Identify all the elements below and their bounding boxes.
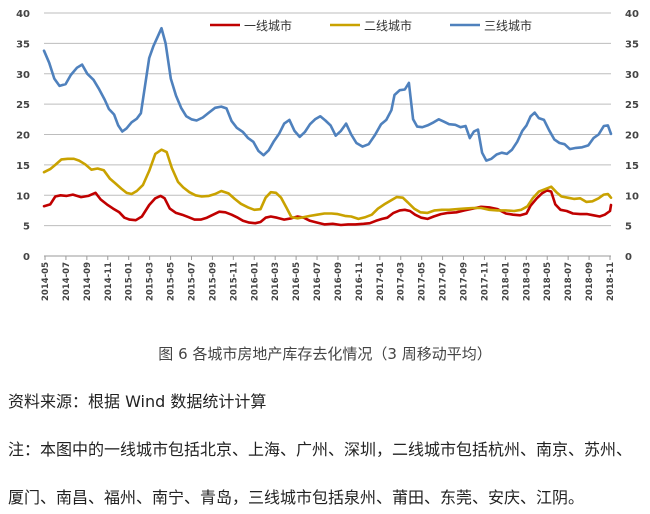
x-tick-label: 2018-09 [585, 262, 595, 301]
x-tick-label: 2018-07 [564, 262, 574, 301]
note-line-2: 厦门、南昌、福州、南宁、青岛，三线城市包括泉州、莆田、东莞、安庆、江阴。 [8, 488, 585, 507]
x-tick-label: 2016-11 [355, 262, 365, 301]
y-tick-label-right: 10 [625, 191, 639, 202]
x-tick-label: 2015-05 [167, 262, 177, 301]
x-tick-label: 2016-01 [250, 262, 260, 301]
x-tick-label: 2015-01 [125, 262, 135, 301]
x-tick-label: 2018-11 [606, 262, 616, 301]
y-tick-label-right: 20 [625, 131, 639, 142]
series-lines [42, 26, 613, 227]
x-tick-label: 2017-09 [460, 262, 470, 301]
series-line-3 [42, 26, 613, 162]
legend-label-2: 二线城市 [364, 18, 412, 33]
x-tick-label: 2018-05 [543, 262, 553, 301]
x-tick-label: 2016-05 [292, 262, 302, 301]
y-tick-label-left: 15 [16, 161, 30, 172]
y-tick-label-left: 30 [16, 70, 30, 81]
legend-label-3: 三线城市 [484, 18, 532, 33]
note-line-1: 注：本图中的一线城市包括北京、上海、广州、深圳，二线城市包括杭州、南京、苏州、 [8, 440, 633, 459]
y-tick-label-right: 40 [625, 9, 639, 20]
y-tick-label-left: 25 [16, 100, 30, 111]
y-tick-label-left: 40 [16, 9, 30, 20]
x-tick-label: 2014-09 [83, 262, 93, 301]
x-axis: 2014-05 2014-07 2014-09 2014-11 2015-01 2015-… [41, 256, 616, 301]
x-tick-label: 2016-03 [271, 262, 281, 301]
y-tick-label-right: 5 [625, 222, 632, 233]
x-tick-label: 2015-07 [187, 262, 197, 301]
x-tick-label: 2017-05 [418, 262, 428, 301]
y-tick-label-left: 5 [23, 222, 30, 233]
x-tick-label: 2014-07 [62, 262, 72, 301]
x-tick-label: 2017-07 [439, 262, 449, 301]
y-tick-label-right: 0 [625, 252, 632, 263]
x-tick-label: 2015-09 [208, 262, 218, 301]
y-tick-label-right: 15 [625, 161, 639, 172]
series-line-1 [42, 189, 613, 227]
y-tick-label-left: 0 [23, 252, 30, 263]
x-tick-label: 2015-11 [229, 262, 239, 301]
figure-caption: 图 6 各城市房地产库存去化情况（3 周移动平均） [158, 345, 492, 363]
y-tick-label-left: 35 [16, 39, 30, 50]
x-tick-label: 2017-01 [376, 262, 386, 301]
x-tick-label: 2017-11 [480, 262, 490, 301]
y-tick-label-right: 35 [625, 39, 639, 50]
series-line-2 [42, 148, 613, 221]
y-axis-left: 0 5 10 15 20 25 30 35 40 [16, 9, 30, 263]
x-tick-label: 2017-03 [397, 262, 407, 301]
x-tick-label: 2016-09 [334, 262, 344, 301]
x-tick-label: 2015-03 [146, 262, 156, 301]
y-tick-label-right: 30 [625, 70, 639, 81]
gridlines [44, 12, 611, 257]
y-axis-right: 0 5 10 15 20 25 30 35 40 [625, 9, 639, 263]
x-tick-label: 2014-11 [104, 262, 114, 301]
x-tick-label: 2018-01 [501, 262, 511, 301]
source-line: 资料来源：根据 Wind 数据统计计算 [8, 392, 267, 411]
y-tick-label-left: 10 [16, 191, 30, 202]
x-tick-label: 2014-05 [41, 262, 51, 301]
legend-label-1: 一线城市 [244, 18, 292, 33]
x-tick-label: 2018-03 [522, 262, 532, 301]
inventory-line-chart: 0 5 10 15 20 25 30 35 40 0 5 10 15 20 25 30 35 40 2014-0… [16, 9, 639, 301]
x-tick-label: 2016-07 [313, 262, 323, 301]
y-tick-label-right: 25 [625, 100, 639, 111]
legend: 一线城市 二线城市 三线城市 [210, 18, 532, 33]
y-tick-label-left: 20 [16, 131, 30, 142]
